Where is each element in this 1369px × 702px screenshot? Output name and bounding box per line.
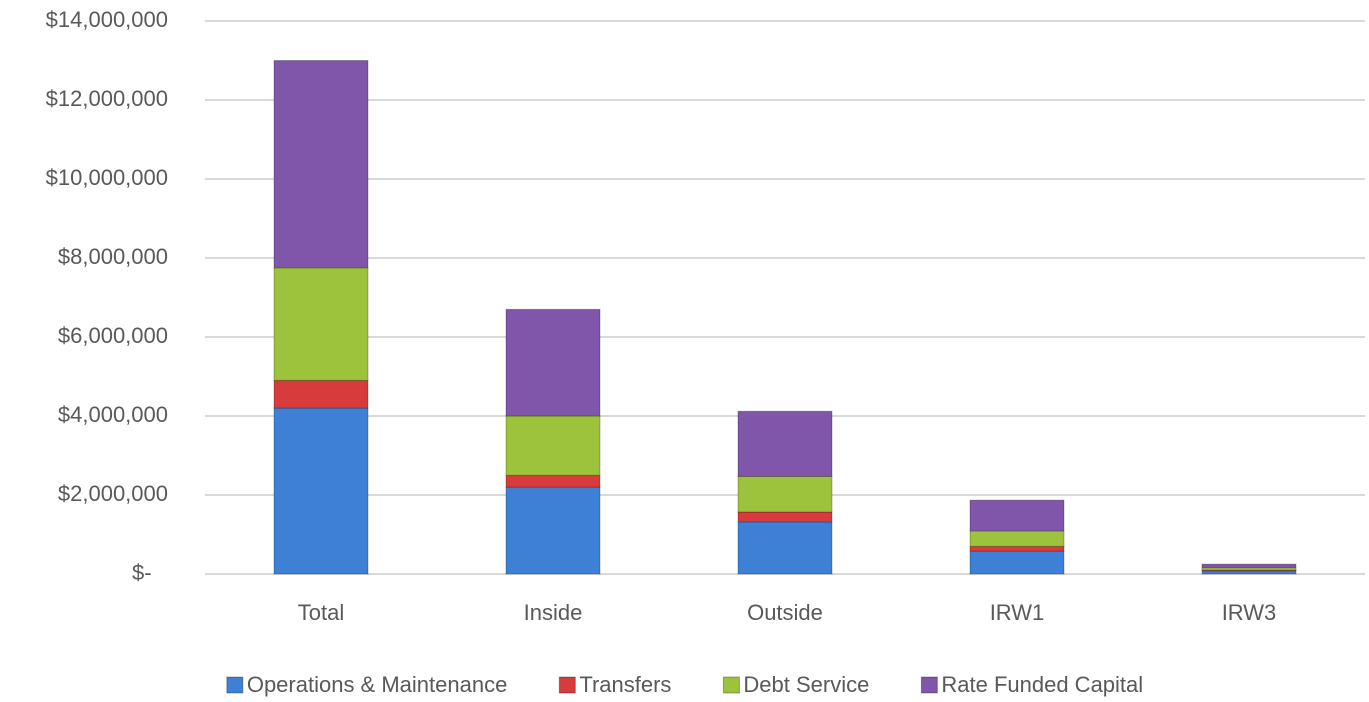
bar-segment — [273, 267, 369, 381]
x-tick-label: Inside — [524, 600, 583, 625]
x-tick-label: IRW1 — [990, 600, 1045, 625]
bar-segment — [737, 475, 833, 513]
y-tick-label: $4,000,000 — [58, 402, 168, 427]
bar-segment — [505, 308, 601, 417]
bar-segment — [737, 410, 833, 477]
bar-segment — [505, 415, 601, 476]
y-tick-label: $14,000,000 — [46, 7, 168, 32]
legend-label: Operations & Maintenance — [247, 672, 508, 697]
legend-swatch — [920, 676, 938, 694]
y-tick-label: $10,000,000 — [46, 165, 168, 190]
legend-label: Transfers — [579, 672, 671, 697]
bar-segment — [969, 545, 1065, 552]
x-tick-label: IRW3 — [1222, 600, 1277, 625]
y-tick-label: $6,000,000 — [58, 323, 168, 348]
bar-segment — [737, 511, 833, 523]
bar-segment — [969, 499, 1065, 532]
legend-swatch — [226, 676, 244, 694]
y-tick-label: $8,000,000 — [58, 244, 168, 269]
y-tick-label: $2,000,000 — [58, 481, 168, 506]
legend-swatch — [558, 676, 576, 694]
bar-segment — [273, 379, 369, 409]
x-tick-label: Outside — [747, 600, 823, 625]
bar-segment — [273, 60, 369, 269]
legend-label: Debt Service — [743, 672, 869, 697]
bar-segment — [1201, 570, 1297, 575]
bar-segment — [273, 407, 369, 575]
legend-swatch — [722, 676, 740, 694]
bar-segment — [969, 530, 1065, 547]
bar-segment — [737, 521, 833, 575]
y-tick-label: $12,000,000 — [46, 86, 168, 111]
bar-segment — [1201, 563, 1297, 569]
bar-segment — [505, 474, 601, 488]
bar-segment — [969, 550, 1065, 575]
bar-segment — [505, 486, 601, 575]
legend-label: Rate Funded Capital — [941, 672, 1143, 697]
y-tick-label: $- — [132, 560, 152, 585]
x-tick-label: Total — [298, 600, 344, 625]
